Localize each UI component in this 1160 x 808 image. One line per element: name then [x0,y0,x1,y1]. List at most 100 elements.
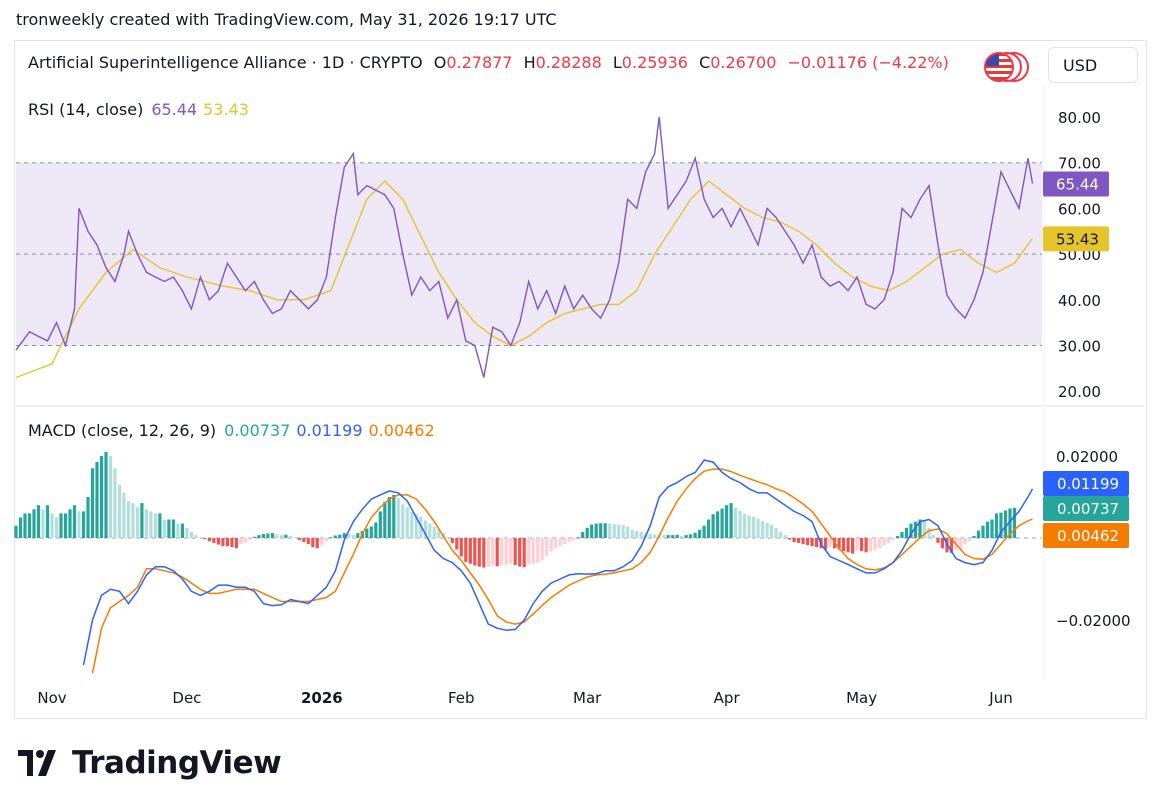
histogram-bar [36,505,41,538]
histogram-bar [374,522,378,538]
symbol-name[interactable]: Artificial Superintelligence Alliance · … [28,53,423,72]
histogram-bar [212,538,216,543]
histogram-bar [886,538,891,543]
histogram-bar [608,523,612,538]
histogram-bar [828,538,832,547]
histogram-bar [895,536,900,538]
close-value: 0.26700 [710,53,777,72]
brand-name: TradingView [72,745,282,781]
histogram-bar [149,511,153,538]
histogram-bar [329,537,333,538]
histogram-bar [225,538,229,547]
histogram-bar [572,538,576,540]
histogram-bar [994,513,999,538]
histogram-bar [320,538,324,546]
histogram-bar [522,538,526,568]
histogram-bar [734,507,738,538]
histogram-bar [666,535,670,538]
histogram-bar [279,535,283,538]
histogram-bar [976,530,981,538]
rsi-last-value-label: 53.43 [1056,230,1099,248]
histogram-bar [428,523,432,538]
x-axis-label: Jun [988,689,1012,707]
chart-frame [14,40,1147,719]
open-value: 0.27877 [446,53,513,72]
histogram-bar [99,456,104,538]
histogram-bar [702,525,706,538]
histogram-bar [333,535,337,538]
histogram-bar [63,513,68,538]
histogram-bar [131,503,135,538]
histogram-bar [423,520,427,538]
rsi-value: 65.44 [151,100,198,119]
histogram-bar [77,511,81,538]
histogram-bar [558,538,562,547]
histogram-bar [504,538,508,565]
histogram-bar [599,523,603,538]
histogram-bar [180,523,184,538]
histogram-bar [612,524,616,538]
histogram-bar [639,531,643,538]
x-axis-label: Apr [714,689,741,707]
rsi-legend[interactable]: RSI (14, close) 65.44 53.43 [28,100,249,119]
histogram-bar [1008,508,1012,538]
macd-last-value-box [1043,471,1129,496]
histogram-bar [383,501,387,538]
macd-legend[interactable]: MACD (close, 12, 26, 9) 0.00737 0.01199 0.0… [28,421,435,440]
histogram-bar [554,538,558,549]
us-flag-icon[interactable] [980,50,1036,84]
histogram-bar [495,538,499,567]
histogram-bar [576,537,580,538]
histogram-bar [635,531,639,538]
histogram-bar [967,538,972,542]
histogram-bar [698,529,702,538]
histogram-bar [909,523,913,538]
currency-button[interactable]: USD [1048,47,1138,83]
histogram-bar [293,537,297,538]
histogram-bar [324,538,328,542]
histogram-bar [581,531,585,538]
histogram-bar [545,538,549,556]
histogram-bar [23,513,27,538]
histogram-bar [59,513,63,538]
histogram-bar [567,538,571,543]
histogram-bar [689,534,693,538]
histogram-bar [882,538,886,546]
macd-last-value-label: 0.00462 [1057,527,1119,545]
histogram-bar [756,518,760,538]
x-axis-label: Dec [172,689,201,707]
rsi-title: RSI (14, close) [28,100,144,119]
histogram-bar [261,533,265,538]
histogram-bar [338,534,342,538]
histogram-bar [72,505,77,538]
histogram-bar [243,538,247,543]
histogram-bar [171,519,175,538]
histogram-bar [302,538,306,543]
histogram-bar [963,538,967,545]
rsi-y-tick-label: 70.00 [1058,155,1101,173]
histogram-bar [248,538,252,540]
histogram-bar [473,538,477,566]
histogram-bar [54,517,59,538]
histogram-bar [549,538,553,552]
histogram-bar [720,508,724,538]
x-axis-label: Mar [573,689,602,707]
histogram-bar [230,538,234,547]
histogram-bar [482,538,486,568]
histogram-bar [113,468,117,538]
macd-y-tick-label: 0.02000 [1056,448,1118,466]
histogram-bar [81,511,86,538]
histogram-bar [252,536,256,538]
close-label: C [699,53,711,72]
histogram-bar [707,519,711,538]
histogram-bar [288,536,292,538]
histogram-bar [873,538,877,551]
histogram-bar [949,538,954,554]
macd-y-tick-label: −0.02000 [1056,612,1131,630]
histogram-bar [693,532,697,538]
histogram-bar [972,536,976,538]
low-label: L [612,53,622,72]
macd-value: 0.01199 [296,421,363,440]
histogram-bar [167,519,171,538]
